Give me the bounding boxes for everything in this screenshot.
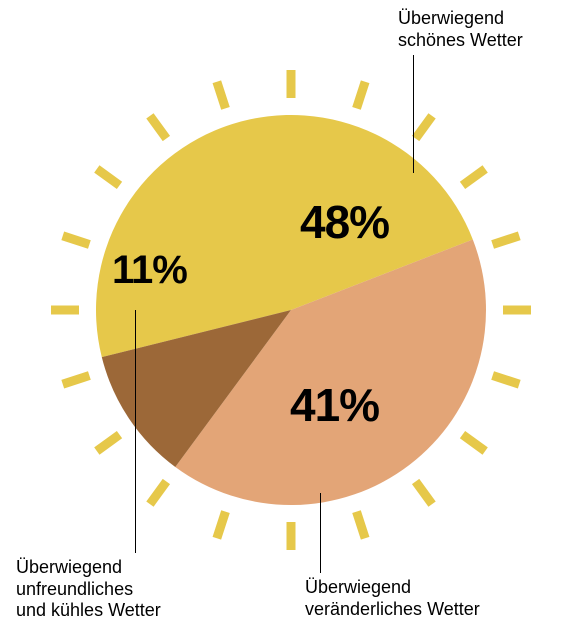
pie-slices xyxy=(96,115,486,505)
slice-callout-1: Überwiegend veränderliches Wetter xyxy=(305,577,480,620)
slice-value-2: 11% xyxy=(112,248,187,293)
callout-line-0-0 xyxy=(413,55,414,173)
slice-callout-0: Überwiegend schönes Wetter xyxy=(398,8,523,51)
callout-line-1-0 xyxy=(320,493,321,573)
slice-value-0: 48% xyxy=(300,195,389,249)
callout-line-2-0 xyxy=(135,310,136,553)
pie-chart-svg xyxy=(0,0,582,628)
pie-chart-stage: 48% Überwiegend schönes Wetter 41% Überw… xyxy=(0,0,582,628)
slice-value-1: 41% xyxy=(290,378,379,432)
slice-callout-2: Überwiegend unfreundliches und kühles We… xyxy=(16,557,161,622)
